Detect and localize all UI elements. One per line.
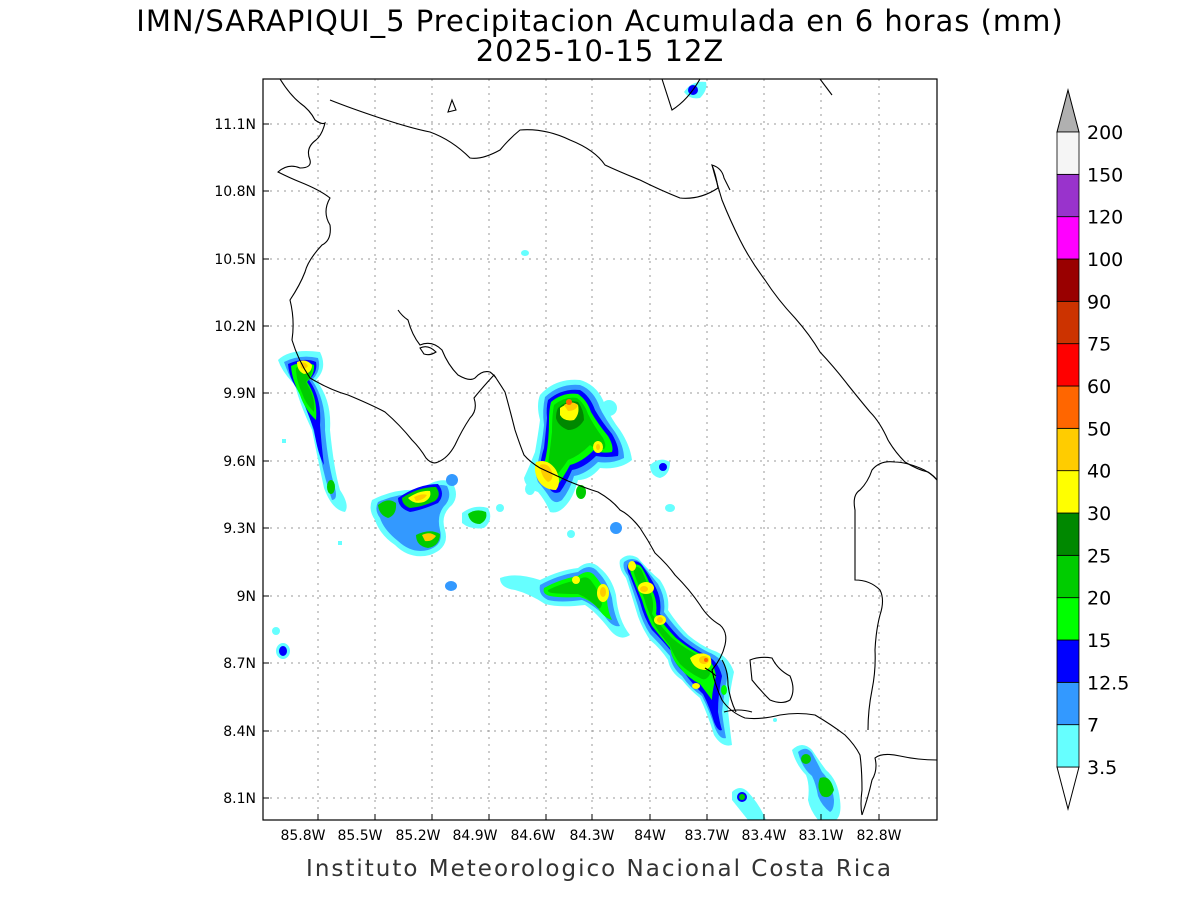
lat-tick-labels: 11.1N 10.8N 10.5N 10.2N 9.9N 9.6N 9.3N 9… <box>214 117 256 807</box>
colorbar-swatch <box>1056 554 1080 599</box>
lon-tick-label: 85.2W <box>395 828 440 844</box>
lat-tick-label: 9.3N <box>223 521 256 537</box>
colorbar-label: 3.5 <box>1087 757 1117 779</box>
colorbar-swatch <box>1056 724 1080 768</box>
colorbar-swatch <box>1056 300 1080 345</box>
lon-tick-label: 83.4W <box>741 828 786 844</box>
colorbar-label: 200 <box>1087 122 1123 144</box>
lat-tick-label: 9.9N <box>223 386 256 402</box>
footer-credit: Instituto Meteorologico Nacional Costa R… <box>306 856 893 882</box>
colorbar-label: 12.5 <box>1087 672 1129 694</box>
lon-tick-label: 85.5W <box>337 828 382 844</box>
lat-tick-label: 8.1N <box>223 791 256 807</box>
colorbar-label: 40 <box>1087 461 1111 483</box>
colorbar-label: 60 <box>1087 376 1111 398</box>
colorbar-label: 50 <box>1087 418 1111 440</box>
lon-tick-label: 82.8W <box>856 828 901 844</box>
lat-tick-label: 9.6N <box>223 454 256 470</box>
colorbar-swatch <box>1056 131 1080 175</box>
colorbar-label: 7 <box>1087 715 1099 737</box>
colorbar-swatch <box>1056 512 1080 556</box>
lat-tick-label: 10.8N <box>214 184 256 200</box>
lon-tick-label: 84.9W <box>452 828 497 844</box>
lat-tick-label: 8.7N <box>223 656 256 672</box>
lon-tick-labels: 85.8W 85.5W 85.2W 84.9W 84.6W 84.3W 84W … <box>280 828 901 844</box>
colorbar-label: 25 <box>1087 545 1111 567</box>
lat-tick-label: 10.5N <box>214 252 256 268</box>
colorbar-swatch <box>1056 681 1080 726</box>
lon-tick-label: 83.1W <box>798 828 843 844</box>
colorbar-swatch <box>1056 343 1080 387</box>
precipitation-field <box>272 81 841 820</box>
lat-tick-label: 10.2N <box>214 319 256 335</box>
colorbar-swatch <box>1056 639 1080 683</box>
lon-tick-label: 84.6W <box>510 828 555 844</box>
coastline <box>277 79 937 816</box>
chart-subtitle-date: 2025-10-15 12Z <box>475 34 725 68</box>
lon-tick-label: 83.7W <box>684 828 729 844</box>
colorbar-label: 120 <box>1087 207 1123 229</box>
colorbar-swatch <box>1056 258 1080 302</box>
colorbar-label: 90 <box>1087 291 1111 313</box>
colorbar-swatch <box>1056 427 1080 472</box>
colorbar-legend: 3.5 7 12.5 15 20 25 30 40 50 60 75 90 100 120 150 200 <box>1056 88 1129 811</box>
colorbar-label: 100 <box>1087 249 1123 271</box>
colorbar-label: 30 <box>1087 503 1111 525</box>
colorbar-swatch <box>1056 216 1080 260</box>
plot-frame <box>262 78 938 821</box>
lon-tick-label: 85.8W <box>280 828 325 844</box>
colorbar-over-triangle <box>1056 88 1080 133</box>
colorbar-swatch <box>1056 173 1080 218</box>
colorbar-swatch <box>1056 470 1080 514</box>
colorbar-swatch <box>1056 597 1080 641</box>
colorbar-label: 75 <box>1087 334 1111 356</box>
lon-tick-label: 84.3W <box>569 828 614 844</box>
chart-title: IMN/SARAPIQUI_5 Precipitacion Acumulada … <box>136 4 1064 38</box>
colorbar-label: 150 <box>1087 164 1123 186</box>
colorbar-under-triangle <box>1056 766 1080 811</box>
colorbar-label: 15 <box>1087 630 1111 652</box>
lat-tick-label: 9N <box>237 589 256 605</box>
lat-tick-label: 11.1N <box>214 117 256 133</box>
colorbar-label: 20 <box>1087 588 1111 610</box>
axis-ticks <box>263 123 880 820</box>
lat-tick-label: 8.4N <box>223 724 256 740</box>
lon-tick-label: 84W <box>634 828 666 844</box>
colorbar-swatch <box>1056 385 1080 429</box>
